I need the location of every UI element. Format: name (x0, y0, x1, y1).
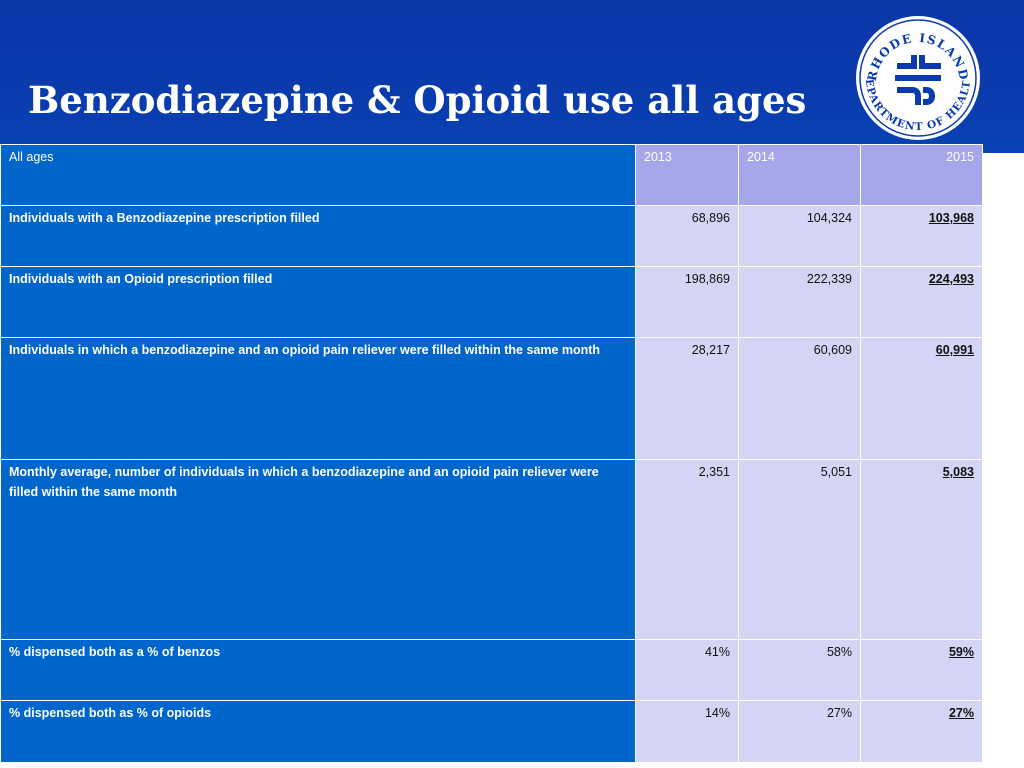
row-label: Individuals with a Benzodiazepine prescr… (0, 205, 636, 267)
cell-2014: 104,324 (738, 205, 861, 267)
cell-2013: 41% (635, 639, 739, 701)
column-header-2013: 2013 (635, 144, 739, 206)
cell-2015: 224,493 (860, 266, 983, 338)
cell-2014: 58% (738, 639, 861, 701)
table-row: % dispensed both as % of opioids 14% 27%… (0, 700, 983, 763)
column-header-2014: 2014 (738, 144, 861, 206)
row-label: Individuals in which a benzodiazepine an… (0, 337, 636, 460)
column-header-2015: 2015 (860, 144, 983, 206)
row-label: Monthly average, number of individuals i… (0, 459, 636, 640)
cell-2014: 27% (738, 700, 861, 763)
data-table: All ages 2013 2014 2015 Individuals with… (0, 144, 983, 763)
row-label: % dispensed both as a % of benzos (0, 639, 636, 701)
cell-2013: 14% (635, 700, 739, 763)
table-row: % dispensed both as a % of benzos 41% 58… (0, 639, 983, 701)
cell-2013: 198,869 (635, 266, 739, 338)
cell-2014: 5,051 (738, 459, 861, 640)
cell-2015: 27% (860, 700, 983, 763)
header-band (0, 0, 1024, 153)
row-label: Individuals with an Opioid prescription … (0, 266, 636, 338)
slide-title: Benzodiazepine & Opioid use all ages (28, 78, 807, 122)
cell-2015: 60,991 (860, 337, 983, 460)
cell-2013: 28,217 (635, 337, 739, 460)
table-row: Individuals with an Opioid prescription … (0, 266, 983, 338)
table-row: Individuals with a Benzodiazepine prescr… (0, 205, 983, 267)
cell-2015: 103,968 (860, 205, 983, 267)
corner-label: All ages (0, 144, 636, 206)
table-row: Monthly average, number of individuals i… (0, 459, 983, 640)
cell-2013: 68,896 (635, 205, 739, 267)
row-label: % dispensed both as % of opioids (0, 700, 636, 763)
cell-2013: 2,351 (635, 459, 739, 640)
cell-2015: 59% (860, 639, 983, 701)
cell-2014: 222,339 (738, 266, 861, 338)
cell-2015: 5,083 (860, 459, 983, 640)
cell-2014: 60,609 (738, 337, 861, 460)
table-header-row: All ages 2013 2014 2015 (0, 144, 983, 206)
table-row: Individuals in which a benzodiazepine an… (0, 337, 983, 460)
